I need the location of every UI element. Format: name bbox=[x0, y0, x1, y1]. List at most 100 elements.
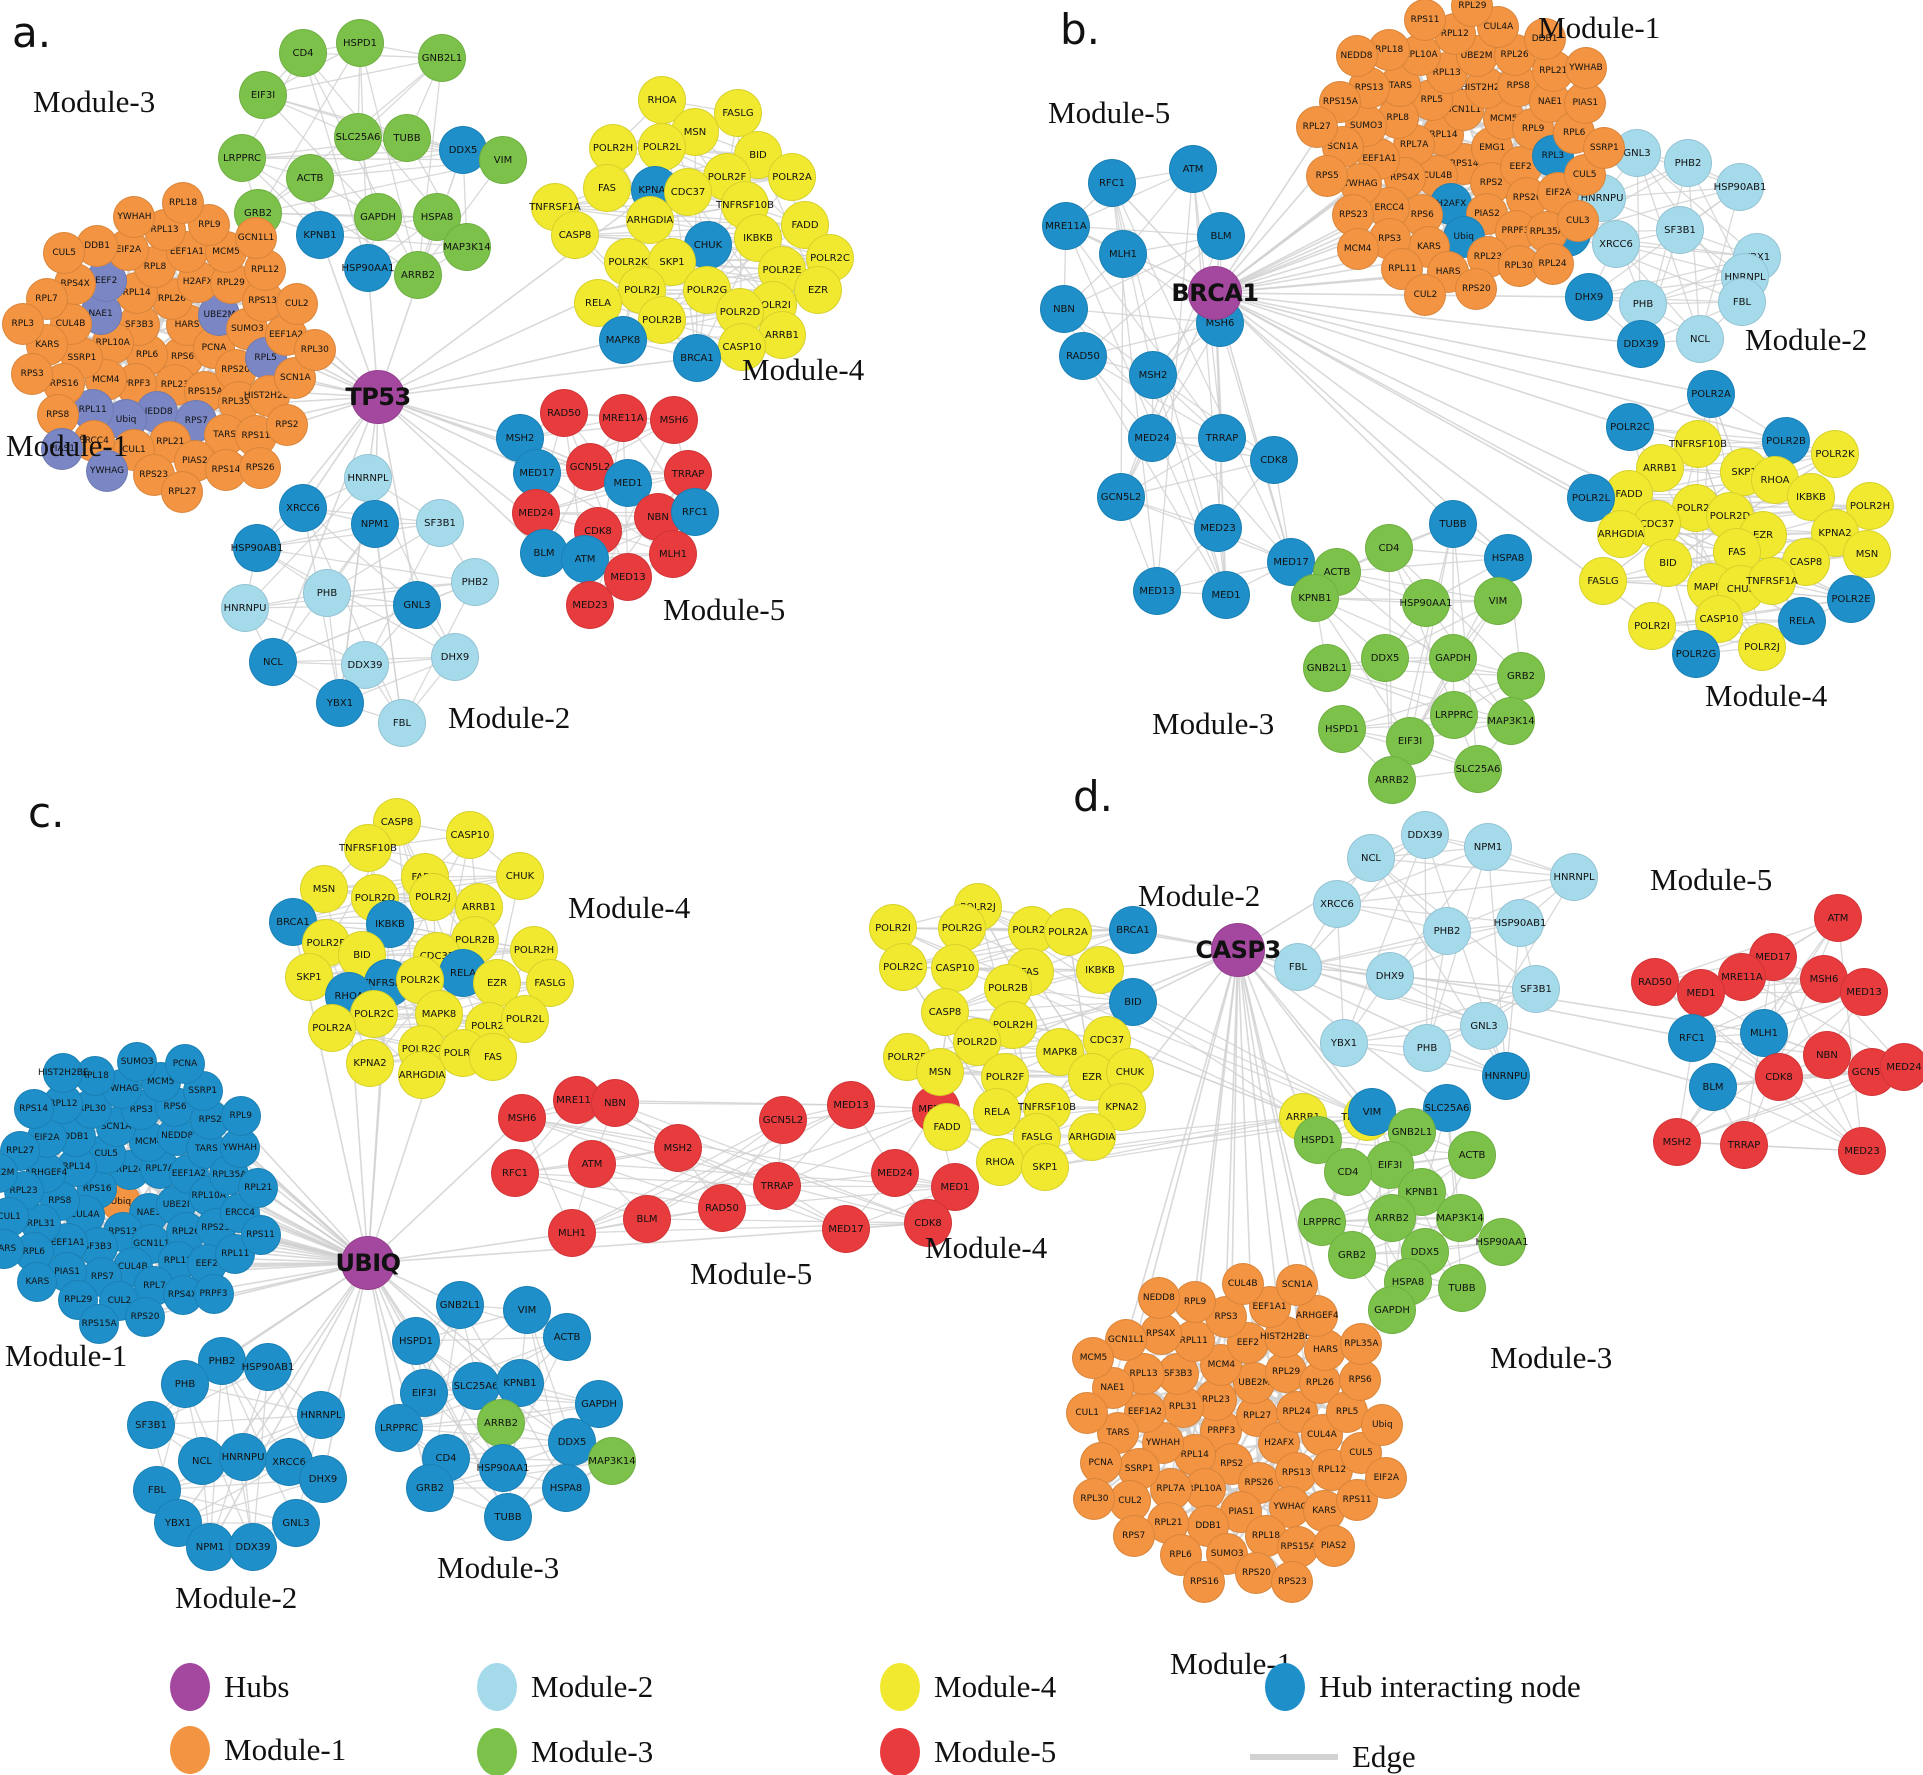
node-gcn5l2: GCN5L2 bbox=[759, 1096, 807, 1144]
panel-letter-b: b. bbox=[1060, 5, 1101, 54]
legend-swatch-module-5 bbox=[880, 1728, 920, 1775]
edge bbox=[272, 396, 379, 663]
node-hnrnpu: HNRNPU bbox=[219, 1433, 267, 1481]
node-hspd1: HSPD1 bbox=[1318, 705, 1366, 753]
node-eif2a: EIF2A bbox=[1365, 1457, 1408, 1500]
node-rps20: RPS20 bbox=[1455, 268, 1498, 311]
edge bbox=[257, 212, 438, 218]
node-cul4b: CUL4B bbox=[1221, 1262, 1264, 1305]
node-polr2i: POLR2I bbox=[1628, 602, 1676, 650]
node-fas: FAS bbox=[583, 164, 631, 212]
node-polr2l: POLR2L bbox=[501, 995, 549, 1043]
edge bbox=[1065, 225, 1222, 237]
node-map3k14: MAP3K14 bbox=[1487, 697, 1535, 745]
edge bbox=[1763, 1032, 1863, 1152]
legend-swatch-hub-interacting-node bbox=[1265, 1663, 1305, 1711]
edge bbox=[1505, 922, 1521, 1077]
node-ybx1: YBX1 bbox=[1320, 1019, 1368, 1067]
node-xrcc6: XRCC6 bbox=[279, 484, 327, 532]
node-lrpprc: LRPPRC bbox=[1430, 691, 1478, 739]
edge bbox=[1214, 292, 1642, 345]
edge bbox=[1636, 152, 1758, 258]
node-rpl9: RPL9 bbox=[1174, 1280, 1217, 1323]
node-cul3: CUL3 bbox=[1556, 200, 1599, 243]
panel-letter-c: c. bbox=[28, 788, 65, 837]
edge bbox=[1336, 557, 1509, 573]
node-med24: MED24 bbox=[1128, 414, 1176, 462]
edge bbox=[646, 1119, 784, 1220]
node-vim: VIM bbox=[479, 136, 527, 184]
node-trrap: TRRAP bbox=[753, 1162, 801, 1210]
node-fbl: FBL bbox=[133, 1466, 181, 1514]
node-trrap: TRRAP bbox=[1720, 1121, 1768, 1169]
node-pcna: PCNA bbox=[165, 1043, 206, 1084]
edge bbox=[1343, 834, 1426, 1044]
node-brca1: BRCA1 bbox=[1109, 906, 1157, 954]
legend-label-edge: Edge bbox=[1352, 1739, 1416, 1774]
node-phb: PHB bbox=[161, 1360, 209, 1408]
node-sf3b1: SF3B1 bbox=[1512, 965, 1560, 1013]
edge bbox=[1063, 235, 1222, 310]
node-rpl27: RPL27 bbox=[1295, 105, 1338, 148]
hub-node-tp53: TP53 bbox=[345, 370, 411, 424]
node-rela: RELA bbox=[1778, 597, 1826, 645]
node-fadd: FADD bbox=[923, 1103, 971, 1151]
node-rpl18: RPL18 bbox=[162, 182, 205, 225]
node-med24: MED24 bbox=[871, 1149, 919, 1197]
edge bbox=[944, 1001, 1134, 1013]
node-med17: MED17 bbox=[822, 1205, 870, 1253]
node-gnb2l1: GNB2L1 bbox=[1303, 644, 1351, 692]
node-sf3b1: SF3B1 bbox=[1656, 206, 1704, 254]
node-dhx9: DHX9 bbox=[1565, 273, 1613, 321]
edge bbox=[1676, 1071, 1873, 1143]
edge bbox=[367, 1262, 400, 1429]
node-ywhag: YWHAG bbox=[86, 449, 129, 492]
node-ncl: NCL bbox=[178, 1437, 226, 1485]
node-med13: MED13 bbox=[604, 553, 652, 601]
edge bbox=[415, 1336, 568, 1342]
edge bbox=[256, 522, 441, 549]
node-rad50: RAD50 bbox=[698, 1184, 746, 1232]
module-label-module-3: Module-3 bbox=[33, 84, 156, 119]
node-tubb: TUBB bbox=[1429, 500, 1477, 548]
node-chuk: CHUK bbox=[684, 221, 732, 269]
node-skp1: SKP1 bbox=[1021, 1143, 1069, 1191]
node-rad50: RAD50 bbox=[540, 389, 588, 437]
node-hsp90ab1: HSP90AB1 bbox=[1714, 163, 1766, 211]
legend-label-module-3: Module-3 bbox=[531, 1734, 654, 1769]
node-pcna: PCNA bbox=[1079, 1442, 1122, 1485]
edge bbox=[776, 1108, 937, 1187]
node-casp8: CASP8 bbox=[551, 211, 599, 259]
node-mre11a: MRE11A bbox=[1042, 202, 1090, 250]
node-mcm5: MCM5 bbox=[1072, 1336, 1115, 1379]
node-med1: MED1 bbox=[1677, 969, 1725, 1017]
node-rfc1: RFC1 bbox=[1088, 159, 1136, 207]
edge bbox=[1214, 292, 1787, 442]
legend-label-hub-interacting-node: Hub interacting node bbox=[1319, 1669, 1581, 1704]
node-map3k14: MAP3K14 bbox=[588, 1437, 636, 1485]
node-mapk8: MAPK8 bbox=[599, 316, 647, 364]
node-gnb2l1: GNB2L1 bbox=[436, 1281, 484, 1329]
legend-swatch-module-1 bbox=[170, 1726, 210, 1774]
node-xrcc6: XRCC6 bbox=[1592, 220, 1640, 268]
node-msh2: MSH2 bbox=[1653, 1118, 1701, 1166]
node-tnfrsf10b: TNFRSF10B bbox=[339, 824, 397, 872]
node-hsp90ab1: HSP90AB1 bbox=[231, 524, 283, 572]
node-gapdh: GAPDH bbox=[1368, 1286, 1416, 1334]
node-skp1: SKP1 bbox=[285, 953, 333, 1001]
node-polr2j: POLR2J bbox=[409, 873, 457, 921]
edge bbox=[1065, 225, 1223, 439]
edge bbox=[1091, 1116, 1304, 1138]
node-polr2k: POLR2K bbox=[1811, 430, 1859, 478]
edge bbox=[1654, 917, 1839, 983]
node-med1: MED1 bbox=[1202, 571, 1250, 619]
edge bbox=[1699, 186, 1741, 340]
edge bbox=[902, 966, 998, 1113]
edge bbox=[244, 477, 369, 609]
node-cul5: CUL5 bbox=[43, 231, 86, 274]
node-hnrnpl: HNRNPL bbox=[344, 454, 392, 502]
node-phb2: PHB2 bbox=[451, 558, 499, 606]
node-pias2: PIAS2 bbox=[1312, 1525, 1355, 1568]
edge bbox=[776, 1185, 956, 1188]
